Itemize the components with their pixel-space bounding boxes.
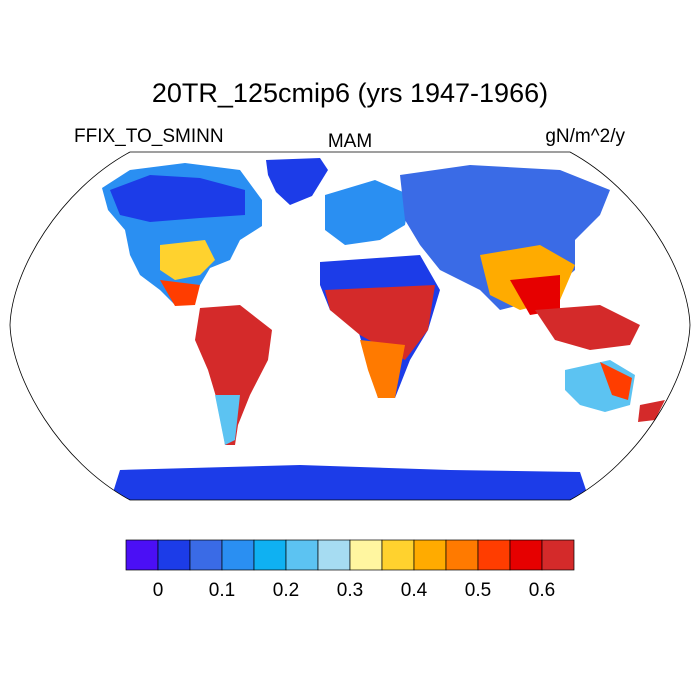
colorbar-swatch: [189, 539, 223, 571]
colorbar-tick-label: 0.4: [401, 580, 428, 601]
variable-label: FFIX_TO_SMINN: [74, 126, 224, 147]
colorbar-swatch: [349, 539, 383, 571]
colorbar-tick-label: 0: [153, 580, 164, 601]
colorbar-tick-label: 0.5: [465, 580, 491, 601]
colorbar-tick-label: 0.6: [529, 580, 555, 601]
europe: [325, 180, 410, 245]
colorbar-swatch: [253, 539, 287, 571]
map-title: 20TR_125cmip6 (yrs 1947-1966): [151, 78, 549, 108]
colorbar-swatch: [509, 539, 543, 571]
colorbar-swatch: [125, 539, 159, 571]
colorbar-swatch: [445, 539, 479, 571]
colorbar-swatch: [157, 539, 191, 571]
colorbar-swatch: [285, 539, 319, 571]
colorbar-swatch: [221, 539, 255, 571]
south-america: [195, 305, 272, 445]
colorbar-tick-label: 0.3: [337, 580, 363, 601]
globe-outline: [9, 151, 691, 501]
colorbar-swatch: [477, 539, 511, 571]
colorbar-swatch: [381, 539, 415, 571]
antarctica: [110, 465, 590, 500]
greenland: [266, 158, 328, 205]
colorbar-tick-label: 0.1: [209, 580, 235, 601]
colorbar-swatch: [317, 539, 351, 571]
season-label: MAM: [327, 131, 373, 152]
colorbar-tick-label: 0.2: [273, 580, 299, 601]
se-asia-islands: [535, 305, 640, 350]
units-label: gN/m^2/y: [545, 126, 625, 147]
colorbar-swatch: [413, 539, 447, 571]
colorbar-swatch: [541, 539, 575, 571]
